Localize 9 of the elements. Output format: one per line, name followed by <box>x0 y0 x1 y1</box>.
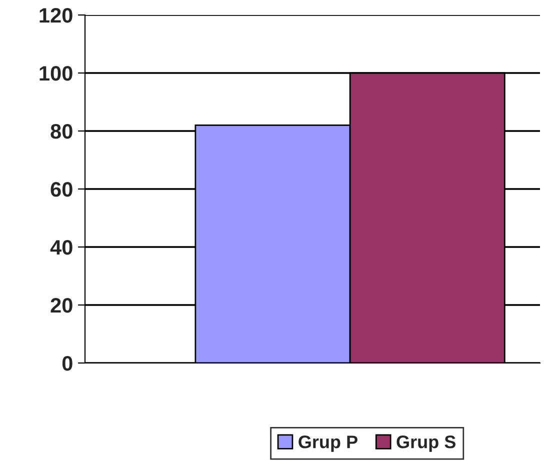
y-tick-label: 20 <box>50 298 72 313</box>
y-tick-label: 80 <box>50 124 72 139</box>
legend-label: Grup S <box>396 436 456 452</box>
y-tick-label: 120 <box>40 8 72 23</box>
y-tick-label: 100 <box>40 66 72 81</box>
y-tick-label: 60 <box>50 182 72 197</box>
y-tick-label: 0 <box>62 356 72 371</box>
y-tick-label: 40 <box>50 240 72 255</box>
legend-label: Grup P <box>298 436 358 452</box>
